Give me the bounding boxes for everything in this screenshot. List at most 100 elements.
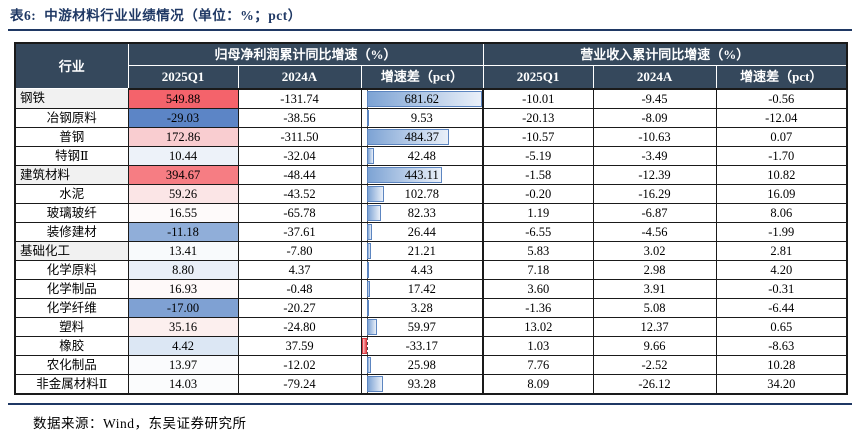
- table-row: 化学纤维 -17.00 -20.27 3.28 -1.36 5.08 -6.44: [14, 297, 848, 318]
- revenue-growth-diff-cell: 10.82: [715, 164, 848, 185]
- profit-growth-diff-bar-cell: 59.97: [360, 316, 484, 337]
- sub-header-revenue-2025q1: 2025Q1: [482, 65, 594, 90]
- positive-data-bar: [367, 223, 372, 240]
- profit-growth-diff-bar-cell: 42.48: [360, 145, 484, 166]
- col-group-net-profit-growth: 归母净利润累计同比增速（%）: [127, 42, 484, 66]
- revenue-2024a-cell: 5.08: [592, 297, 717, 318]
- sub-header-profit-growth-diff: 增速差（pct）: [360, 65, 484, 90]
- profit-growth-diff-bar-cell: 4.43: [360, 259, 484, 280]
- industry-name-cell: 普钢: [14, 126, 129, 147]
- revenue-2025q1-cell: 13.02: [482, 316, 594, 337]
- table-row: 化学制品 16.93 -0.48 17.42 3.60 3.91 -0.31: [14, 278, 848, 299]
- industry-name-cell: 玻璃玻纤: [14, 202, 129, 223]
- table-row: 水泥 59.26 -43.52 102.78 -0.20 -16.29 16.09: [14, 183, 848, 204]
- profit-growth-diff-value: 82.33: [407, 205, 436, 220]
- col-header-industry: 行业: [14, 42, 129, 89]
- revenue-2024a-cell: -12.39: [592, 164, 717, 185]
- industry-name-cell: 钢铁: [14, 88, 129, 109]
- positive-data-bar: [367, 90, 482, 107]
- revenue-2025q1-cell: 5.83: [482, 240, 594, 261]
- revenue-growth-diff-cell: -0.31: [715, 278, 848, 299]
- positive-data-bar: [367, 109, 370, 126]
- revenue-2025q1-cell: -10.57: [482, 126, 594, 147]
- revenue-2024a-cell: -4.56: [592, 221, 717, 242]
- profit-growth-diff-bar-cell: 21.21: [360, 240, 484, 261]
- positive-data-bar: [367, 147, 375, 164]
- profit-2025q1-heatmap-cell: 10.44: [127, 145, 239, 166]
- revenue-2024a-cell: -10.63: [592, 126, 717, 147]
- revenue-2025q1-cell: 7.18: [482, 259, 594, 280]
- profit-growth-diff-value: 21.21: [407, 243, 436, 258]
- profit-2025q1-heatmap-cell: 16.55: [127, 202, 239, 223]
- positive-data-bar: [367, 166, 442, 183]
- profit-2024a-cell: -65.78: [237, 202, 362, 223]
- revenue-2024a-cell: -3.49: [592, 145, 717, 166]
- revenue-growth-diff-cell: 8.06: [715, 202, 848, 223]
- profit-2024a-cell: -48.44: [237, 164, 362, 185]
- revenue-2024a-cell: -9.45: [592, 88, 717, 109]
- sub-header-profit-2024a: 2024A: [237, 65, 362, 90]
- table-title-text: 中游材料行业业绩情况（单位：%；pct）: [44, 8, 302, 23]
- profit-growth-diff-value: 93.28: [407, 376, 436, 391]
- profit-growth-diff-value: 25.98: [407, 357, 436, 372]
- revenue-growth-diff-cell: 2.81: [715, 240, 848, 261]
- profit-2024a-cell: 37.59: [237, 335, 362, 356]
- positive-data-bar: [367, 375, 383, 392]
- revenue-2025q1-cell: 1.19: [482, 202, 594, 223]
- profit-2025q1-heatmap-cell: 16.93: [127, 278, 239, 299]
- revenue-growth-diff-cell: 34.20: [715, 373, 848, 394]
- profit-growth-diff-value: 443.11: [404, 167, 439, 182]
- profit-growth-diff-value: 484.37: [404, 129, 439, 144]
- profit-2024a-cell: 4.37: [237, 259, 362, 280]
- revenue-growth-diff-cell: -1.70: [715, 145, 848, 166]
- revenue-growth-diff-cell: 4.20: [715, 259, 848, 280]
- profit-2025q1-heatmap-cell: 35.16: [127, 316, 239, 337]
- industry-name-cell: 冶钢原料: [14, 107, 129, 128]
- revenue-2024a-cell: -26.12: [592, 373, 717, 394]
- profit-2025q1-heatmap-cell: 59.26: [127, 183, 239, 204]
- revenue-2024a-cell: -2.52: [592, 354, 717, 375]
- bottom-rule-divider: [8, 402, 852, 405]
- profit-2025q1-heatmap-cell: 14.03: [127, 373, 239, 394]
- revenue-growth-diff-cell: 10.28: [715, 354, 848, 375]
- profit-2024a-cell: -20.27: [237, 297, 362, 318]
- revenue-2024a-cell: 3.91: [592, 278, 717, 299]
- profit-growth-diff-value: 17.42: [407, 281, 436, 296]
- positive-data-bar: [367, 204, 381, 221]
- profit-growth-diff-bar-cell: -33.17: [360, 335, 484, 356]
- profit-2025q1-heatmap-cell: 549.88: [127, 88, 239, 109]
- revenue-2025q1-cell: -5.19: [482, 145, 594, 166]
- industry-name-cell: 化学原料: [14, 259, 129, 280]
- profit-2024a-cell: -0.48: [237, 278, 362, 299]
- profit-2024a-cell: -32.04: [237, 145, 362, 166]
- industry-name-cell: 装修建材: [14, 221, 129, 242]
- table-row: 橡胶 4.42 37.59 -33.17 1.03 9.66 -8.63: [14, 335, 848, 356]
- table-row: 钢铁 549.88 -131.74 681.62 -10.01 -9.45 -0.56: [14, 88, 848, 109]
- industry-name-cell: 农化制品: [14, 354, 129, 375]
- industry-name-cell: 基础化工: [14, 240, 129, 261]
- revenue-2024a-cell: 3.02: [592, 240, 717, 261]
- profit-2025q1-heatmap-cell: 13.97: [127, 354, 239, 375]
- revenue-2025q1-cell: -20.13: [482, 107, 594, 128]
- industry-name-cell: 非金属材料Ⅱ: [14, 373, 129, 394]
- industry-performance-table: 行业 归母净利润累计同比增速（%） 营业收入累计同比增速（%） 2025Q1 20…: [14, 42, 849, 395]
- profit-growth-diff-bar-cell: 17.42: [360, 278, 484, 299]
- table-number-label: 表6:: [10, 8, 37, 23]
- table-row: 化学原料 8.80 4.37 4.43 7.18 2.98 4.20: [14, 259, 848, 280]
- revenue-growth-diff-cell: -6.44: [715, 297, 848, 318]
- profit-growth-diff-bar-cell: 443.11: [360, 164, 484, 185]
- table-row: 玻璃玻纤 16.55 -65.78 82.33 1.19 -6.87 8.06: [14, 202, 848, 223]
- profit-2024a-cell: -131.74: [237, 88, 362, 109]
- profit-2025q1-heatmap-cell: -17.00: [127, 297, 239, 318]
- industry-name-cell: 建筑材料: [14, 164, 129, 185]
- revenue-2025q1-cell: 8.09: [482, 373, 594, 394]
- revenue-2025q1-cell: -0.20: [482, 183, 594, 204]
- profit-2024a-cell: -7.80: [237, 240, 362, 261]
- revenue-2024a-cell: 9.66: [592, 335, 717, 356]
- revenue-2024a-cell: 2.98: [592, 259, 717, 280]
- profit-2024a-cell: -43.52: [237, 183, 362, 204]
- industry-name-cell: 塑料: [14, 316, 129, 337]
- profit-growth-diff-value: 26.44: [407, 224, 436, 239]
- industry-name-cell: 化学纤维: [14, 297, 129, 318]
